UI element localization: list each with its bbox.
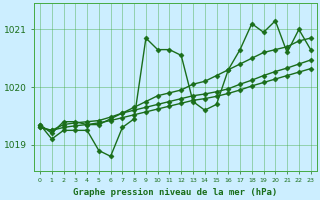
X-axis label: Graphe pression niveau de la mer (hPa): Graphe pression niveau de la mer (hPa) — [73, 188, 277, 197]
